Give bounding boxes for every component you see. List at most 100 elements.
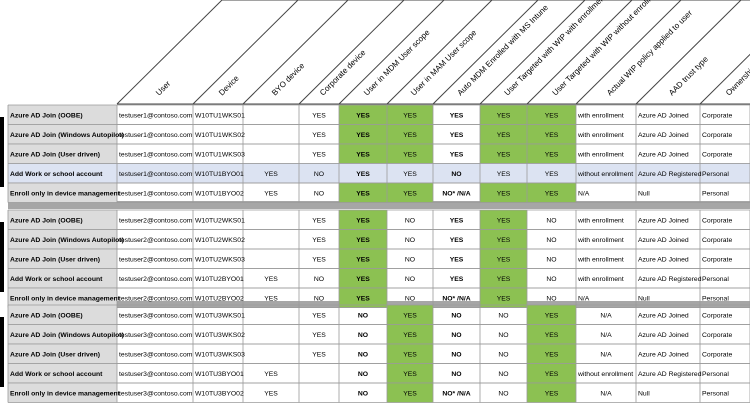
status-cell-green bbox=[387, 324, 433, 344]
row-scenario-label: Enroll only in device management bbox=[10, 390, 121, 397]
cell-own: Corporate bbox=[702, 351, 732, 358]
cell-auto: YES bbox=[450, 276, 464, 283]
row-scenario-label: Azure AD Join (Windows Autopilot) bbox=[10, 237, 124, 244]
cell-wip_e: NO bbox=[498, 390, 508, 397]
cell-mdm: NO bbox=[358, 332, 368, 339]
cell-wip_ne: NO bbox=[546, 256, 556, 263]
cell-actual-policy: with enrollment bbox=[577, 132, 624, 139]
cell-mam: NO bbox=[405, 276, 415, 283]
status-cell-green bbox=[527, 344, 576, 364]
row-scenario-label: Azure AD Join (OOBE) bbox=[10, 112, 83, 119]
cell-wip_e: YES bbox=[497, 217, 511, 224]
cell-corp: YES bbox=[312, 112, 326, 119]
cell-device: W10TU2BYO02 bbox=[195, 295, 244, 302]
column-header-area: User Device BYO device Corporate deviceUser… bbox=[116, 0, 750, 105]
cell-aad: Azure AD Registered bbox=[638, 276, 702, 283]
cell-device: W10TU3WKS01 bbox=[195, 312, 245, 319]
cell-auto: NO* /N/A bbox=[442, 390, 470, 397]
cell-user: testuser1@contoso.com bbox=[119, 171, 193, 178]
table-row: Enroll only in device management testuser… bbox=[7, 182, 750, 203]
row-label-bg bbox=[8, 363, 117, 383]
cell-device: W10TU2WKS03 bbox=[195, 256, 245, 263]
cell-mam: YES bbox=[403, 371, 417, 378]
cell-wip_e: NO bbox=[498, 312, 508, 319]
cell-actual-policy: with enrollment bbox=[577, 112, 624, 119]
cell-user: testuser2@contoso.com bbox=[119, 276, 193, 283]
cell-mam: NO bbox=[405, 256, 415, 263]
cell-corp: YES bbox=[312, 217, 326, 224]
cell-own: Corporate bbox=[702, 151, 732, 158]
cell-actual-policy: with enrollment bbox=[577, 151, 624, 158]
cell-mdm: YES bbox=[356, 256, 370, 263]
cell-user: testuser3@contoso.com bbox=[119, 312, 193, 319]
cell-wip_e: YES bbox=[497, 237, 511, 244]
section-marker bbox=[0, 317, 4, 387]
row-scenario-label: Azure AD Join (Windows Autopilot) bbox=[10, 132, 124, 139]
cell-byo: YES bbox=[264, 390, 278, 397]
row-scenario-label: Azure AD Join (User driven) bbox=[10, 256, 100, 263]
status-cell-green bbox=[527, 183, 576, 203]
cell-auto: NO bbox=[451, 171, 461, 178]
cell-auto: NO bbox=[451, 312, 461, 319]
cell-aad: Azure AD Registered bbox=[638, 371, 702, 378]
header-divider bbox=[338, 0, 445, 105]
cell-device: W10TU2BYO01 bbox=[195, 276, 244, 283]
header-divider bbox=[699, 53, 750, 105]
row-scenario-label: Azure AD Join (OOBE) bbox=[10, 217, 83, 224]
cell-auto: NO* /N/A bbox=[442, 295, 470, 302]
cell-corp: NO bbox=[314, 171, 324, 178]
cell-own: Corporate bbox=[702, 332, 732, 339]
section-side-labels bbox=[0, 117, 4, 387]
cell-device: W10TU1WKS03 bbox=[195, 151, 245, 158]
cell-wip_ne: YES bbox=[545, 132, 559, 139]
cell-wip_ne: NO bbox=[546, 276, 556, 283]
row-scenario-label: Enroll only in device management bbox=[10, 295, 121, 302]
cell-aad: Null bbox=[638, 390, 650, 397]
status-cell-green bbox=[339, 288, 387, 308]
header-divider bbox=[432, 0, 539, 105]
cell-corp: YES bbox=[312, 332, 326, 339]
cell-wip_ne: YES bbox=[545, 312, 559, 319]
cell-corp: YES bbox=[312, 237, 326, 244]
cell-actual-policy: without enrollment bbox=[577, 371, 633, 378]
table-row: Azure AD Join (Windows Autopilot)testuse… bbox=[7, 229, 750, 250]
cell-device: W10TU1WKS02 bbox=[195, 132, 245, 139]
status-cell-green bbox=[480, 249, 527, 269]
cell-device: W10TU1WKS01 bbox=[195, 112, 245, 119]
cell-wip_ne: YES bbox=[545, 190, 559, 197]
cell-mam: YES bbox=[403, 171, 417, 178]
row-scenario-label: Add Work or school account bbox=[10, 276, 103, 283]
status-cell-green bbox=[480, 183, 527, 203]
cell-corp: NO bbox=[314, 295, 324, 302]
cell-corp: YES bbox=[312, 351, 326, 358]
row-scenario-label: Enroll only in device management bbox=[10, 190, 121, 197]
cell-byo: YES bbox=[264, 190, 278, 197]
cell-actual-policy: with enrollment bbox=[577, 276, 624, 283]
cell-mdm: YES bbox=[356, 171, 370, 178]
cell-actual-policy: without enrollment bbox=[577, 171, 633, 178]
section-marker bbox=[0, 222, 4, 292]
cell-own: Personal bbox=[702, 190, 729, 197]
cell-device: W10TU2WKS01 bbox=[195, 217, 245, 224]
cell-actual-policy: N/A bbox=[600, 312, 612, 319]
header-divider bbox=[526, 0, 633, 105]
cell-mam: NO bbox=[405, 237, 415, 244]
cell-mdm: YES bbox=[356, 237, 370, 244]
status-cell-green bbox=[527, 383, 576, 403]
cell-byo: YES bbox=[264, 276, 278, 283]
column-header-2: BYO device bbox=[270, 61, 307, 98]
status-cell-green bbox=[527, 105, 576, 125]
table-row: Azure AD Join (Windows Autopilot)testuse… bbox=[7, 124, 750, 145]
cell-own: Personal bbox=[702, 276, 729, 283]
status-cell-green bbox=[480, 229, 527, 249]
cell-mam: YES bbox=[403, 390, 417, 397]
status-cell-green bbox=[387, 183, 433, 203]
section-marker bbox=[0, 117, 4, 187]
cell-actual-policy: N/A bbox=[600, 332, 612, 339]
cell-device: W10TU2WKS02 bbox=[195, 237, 245, 244]
cell-user: testuser2@contoso.com bbox=[119, 256, 193, 263]
status-cell-green bbox=[387, 144, 433, 164]
header-divider bbox=[298, 0, 405, 105]
header-divider bbox=[479, 0, 586, 105]
